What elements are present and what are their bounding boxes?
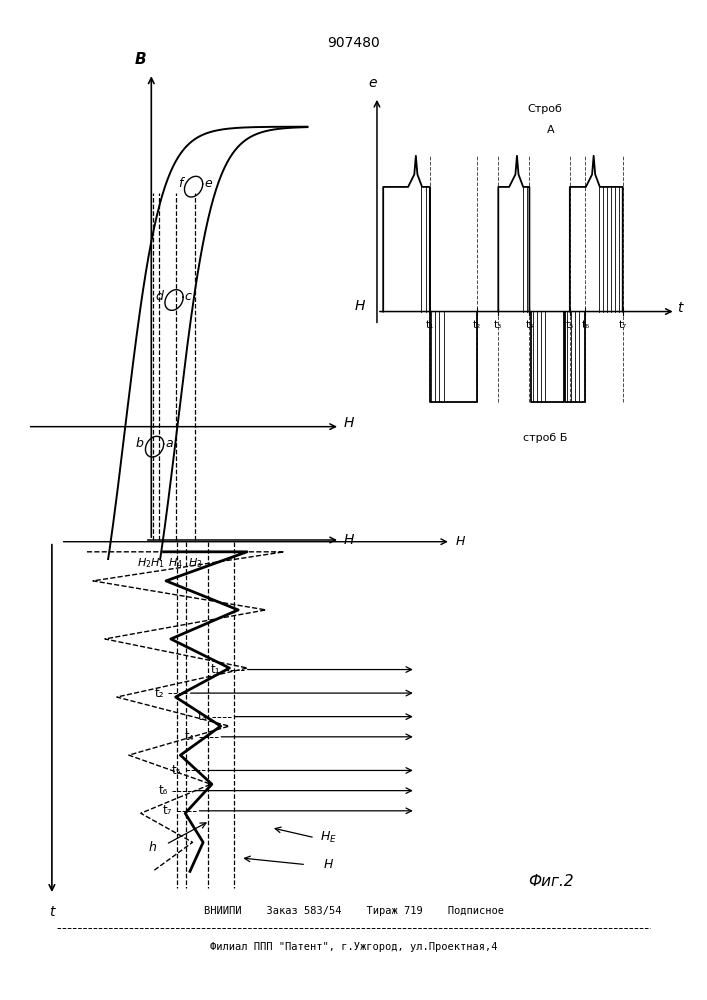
Text: H: H (323, 858, 333, 871)
Text: Строб: Строб (527, 104, 562, 114)
Text: $H_4$: $H_4$ (168, 557, 183, 570)
Text: t₃: t₃ (198, 710, 208, 723)
Text: t₄: t₄ (525, 320, 534, 330)
Text: Фиг.2: Фиг.2 (529, 874, 574, 890)
Text: H: H (343, 416, 354, 430)
Text: А: А (547, 125, 555, 135)
Text: t₁: t₁ (211, 663, 221, 676)
Text: Филиал ППП "Патент", г.Ужгород, ул.Проектная,4: Филиал ППП "Патент", г.Ужгород, ул.Проек… (210, 942, 497, 952)
Text: e: e (204, 177, 212, 190)
Text: t₂: t₂ (472, 320, 481, 330)
Text: t₆: t₆ (581, 320, 590, 330)
Text: t₄: t₄ (185, 730, 194, 743)
Text: H: H (354, 299, 365, 313)
Text: t: t (677, 301, 683, 315)
Text: t: t (49, 905, 54, 919)
Text: строб Б: строб Б (522, 433, 567, 443)
Text: H: H (455, 535, 464, 548)
Text: 907480: 907480 (327, 36, 380, 50)
Text: e: e (368, 76, 377, 90)
Text: t₇: t₇ (163, 804, 173, 817)
Text: t₇: t₇ (619, 320, 627, 330)
Text: d: d (156, 290, 163, 303)
Text: a: a (165, 437, 173, 450)
Text: t₃: t₃ (494, 320, 503, 330)
Text: t₆: t₆ (158, 784, 168, 797)
Text: t₁: t₁ (426, 320, 434, 330)
Text: t₅: t₅ (172, 764, 181, 777)
Text: f: f (178, 177, 183, 190)
Text: t₂: t₂ (154, 687, 164, 700)
Text: B: B (135, 52, 146, 67)
Text: ВНИИПИ    Заказ 583/54    Тираж 719    Подписное: ВНИИПИ Заказ 583/54 Тираж 719 Подписное (204, 906, 503, 916)
Text: b: b (136, 437, 144, 450)
Text: h: h (148, 841, 157, 854)
Text: $H_3$: $H_3$ (188, 557, 202, 570)
Text: c: c (185, 290, 192, 303)
Text: $H_E$: $H_E$ (320, 830, 337, 845)
Text: $H_2H_1$: $H_2H_1$ (137, 557, 165, 570)
Text: t₅: t₅ (566, 320, 574, 330)
Text: H: H (343, 533, 354, 547)
